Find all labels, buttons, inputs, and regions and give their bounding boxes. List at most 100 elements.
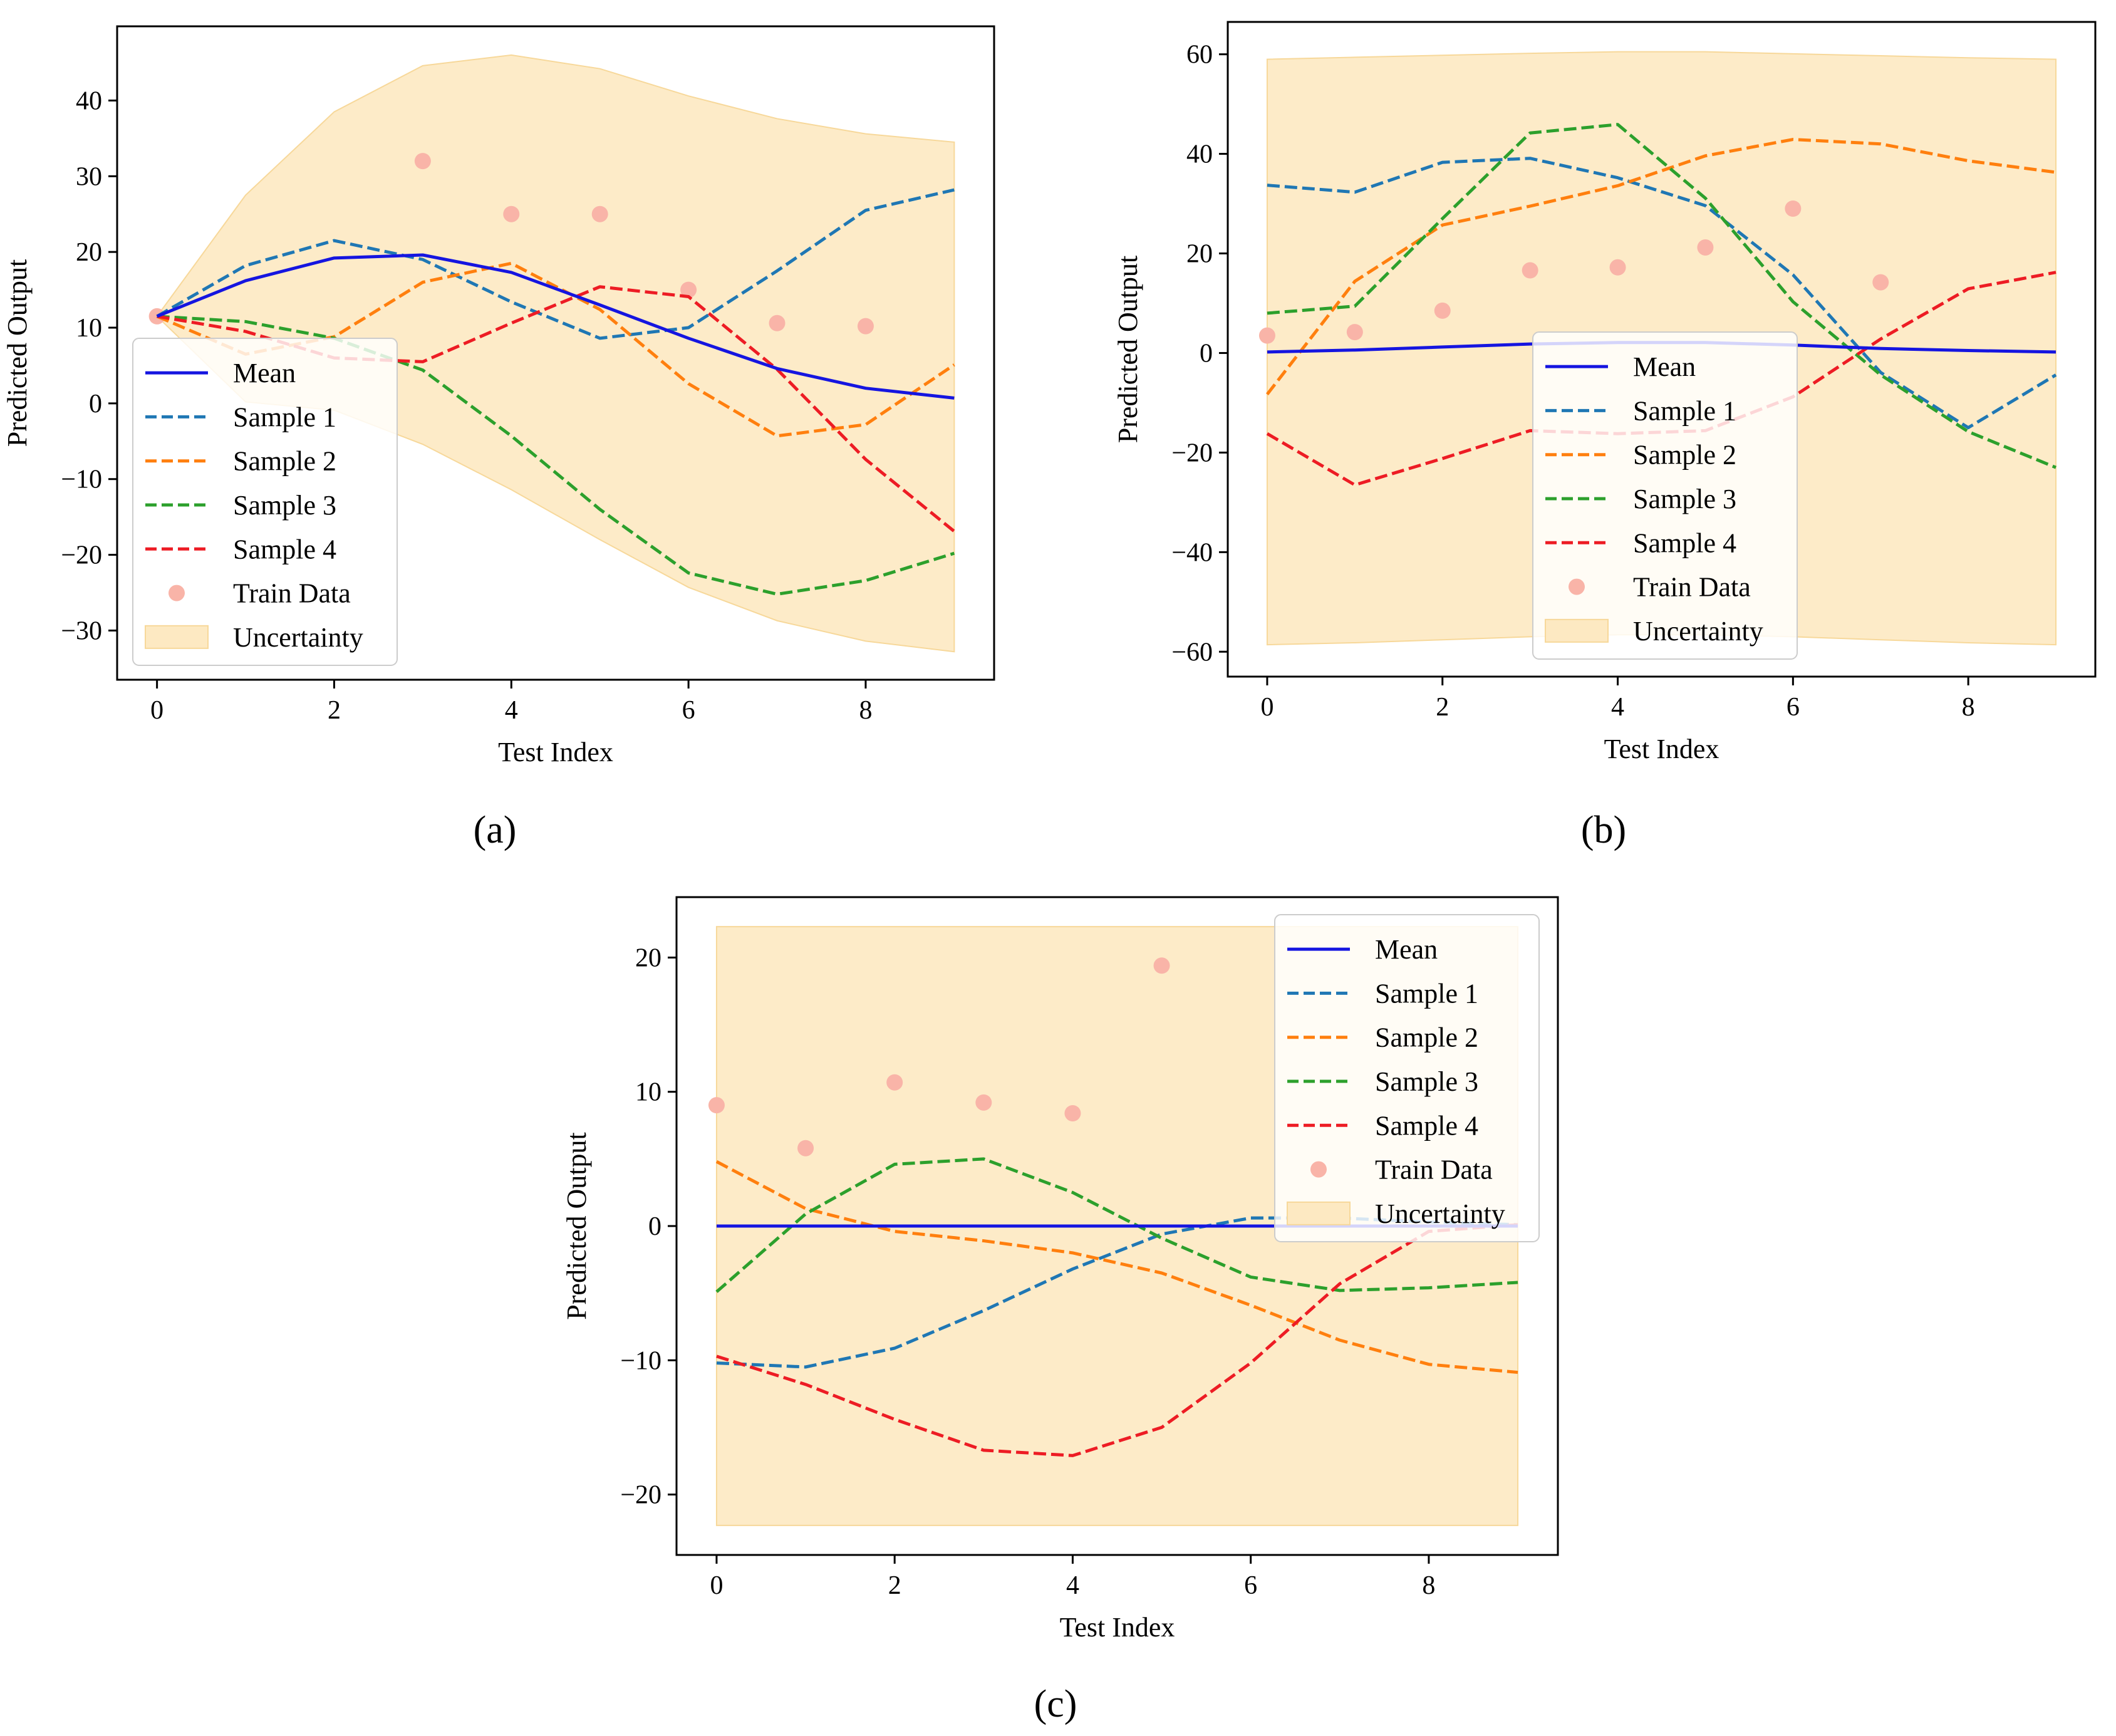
y-tick-label-a--20: −20 [61, 541, 102, 570]
legend-handle-c-train-data [1310, 1161, 1327, 1178]
x-tick-label-c-0: 0 [710, 1571, 723, 1600]
legend-c: Mean Sample 1 Sample 2 Sample 3 Sample 4 Trai… [1274, 914, 1540, 1242]
legend-handle-c-uncertainty [1287, 1201, 1351, 1225]
series-line-c-sample-4 [716, 1223, 1518, 1457]
legend-label-a-uncertainty: Uncertainty [233, 622, 363, 653]
train-point-a-5 [769, 314, 786, 331]
train-point-b-5 [1697, 239, 1714, 256]
axes-frame-a [116, 25, 995, 681]
train-point-a-4 [680, 281, 697, 298]
x-axis-label-b: Test Index [1604, 734, 1719, 764]
legend-label-c-sample-4: Sample 4 [1375, 1110, 1478, 1141]
train-point-b-2 [1434, 302, 1451, 319]
x-axis-label-c: Test Index [1060, 1612, 1175, 1643]
y-tick-label-a-20: 20 [76, 238, 102, 267]
legend-label-b-sample-4: Sample 4 [1633, 528, 1736, 558]
x-tick-label-a-2: 2 [328, 696, 341, 725]
y-tick-label-b-60: 60 [1186, 41, 1213, 70]
y-tick-label-a--30: −30 [61, 616, 102, 645]
legend-label-b-sample-1: Sample 1 [1633, 395, 1736, 426]
legend-label-a-train-data: Train Data [233, 578, 351, 609]
legend-label-b-sample-2: Sample 2 [1633, 440, 1736, 470]
legend-label-b-sample-3: Sample 3 [1633, 484, 1736, 514]
x-tick-label-b-2: 2 [1436, 693, 1449, 722]
legend-label-c-sample-3: Sample 3 [1375, 1066, 1478, 1097]
y-tick-label-b-0: 0 [1200, 339, 1213, 368]
train-point-b-1 [1346, 324, 1363, 341]
series-line-b-sample-3 [1267, 123, 2056, 469]
legend-label-c-mean: Mean [1375, 934, 1438, 965]
series-line-a-sample-4 [157, 285, 955, 533]
train-point-c-2 [886, 1074, 903, 1091]
y-tick-label-b--20: −20 [1171, 439, 1213, 467]
train-point-b-4 [1609, 259, 1626, 276]
legend-label-a-sample-1: Sample 1 [233, 402, 336, 432]
x-tick-label-c-2: 2 [888, 1571, 901, 1600]
legend-b: Mean Sample 1 Sample 2 Sample 3 Sample 4 Trai… [1532, 331, 1798, 660]
legend-label-b-mean: Mean [1633, 351, 1696, 382]
legend-label-c-train-data: Train Data [1375, 1155, 1493, 1185]
axes-frame-b [1227, 21, 2097, 678]
chart-panel-b: 0 2 4 6 8 −60 −40 −20 0 20 40 60 Test Index Predicted… [1112, 21, 2097, 764]
legend-label-c-sample-2: Sample 2 [1375, 1022, 1478, 1053]
y-tick-label-c-10: 10 [635, 1078, 661, 1107]
train-point-a-2 [503, 205, 520, 222]
series-line-b-sample-2 [1265, 138, 2056, 395]
series-line-a-sample-3 [157, 314, 955, 596]
x-tick-label-a-4: 4 [505, 696, 518, 725]
chart-panel-c: 0 2 4 6 8 −20 −10 0 10 20 Test Index Predicted Outp… [561, 896, 1559, 1643]
x-tick-label-a-6: 6 [682, 696, 695, 725]
y-tick-label-a-40: 40 [76, 86, 102, 115]
panel-caption-c: (c) [1034, 1683, 1077, 1725]
panel-caption-a: (a) [474, 809, 517, 851]
series-line-b-sample-1 [1267, 157, 2057, 430]
legend-handle-b-uncertainty [1545, 618, 1609, 643]
panel-caption-b: (b) [1581, 809, 1626, 851]
train-point-b-0 [1258, 327, 1275, 344]
series-line-c-sample-2 [715, 1160, 1518, 1375]
train-point-c-0 [708, 1097, 725, 1114]
series-line-a-sample-1 [156, 188, 955, 340]
legend-label-a-sample-2: Sample 2 [233, 446, 336, 477]
legend-label-c-sample-1: Sample 1 [1375, 978, 1478, 1009]
x-tick-label-c-8: 8 [1422, 1571, 1435, 1600]
x-tick-label-b-8: 8 [1962, 693, 1975, 722]
legend-handle-a-train-data [169, 585, 185, 601]
train-point-b-7 [1872, 274, 1889, 291]
y-axis-label-c: Predicted Output [561, 1132, 592, 1319]
y-tick-label-a--10: −10 [61, 465, 102, 494]
y-axis-label-a: Predicted Output [2, 259, 33, 447]
y-tick-label-b--40: −40 [1171, 538, 1213, 567]
legend-a: Mean Sample 1 Sample 2 Sample 3 Sample 4 Trai… [132, 338, 398, 666]
y-tick-label-a-10: 10 [76, 314, 102, 343]
legend-box-a [132, 338, 398, 666]
y-tick-label-b--60: −60 [1171, 638, 1213, 667]
train-point-c-3 [975, 1094, 992, 1111]
x-axis-label-a: Test Index [498, 737, 613, 767]
x-tick-label-a-0: 0 [150, 696, 163, 725]
y-tick-label-c-20: 20 [635, 943, 661, 972]
chart-panel-a: 0 2 4 6 8 −30 −20 −10 0 10 20 30 40 Test Index Predict… [2, 25, 995, 767]
series-line-b-sample-4 [1266, 271, 2056, 487]
y-tick-label-a-0: 0 [89, 390, 102, 418]
y-tick-label-c--20: −20 [620, 1481, 661, 1510]
train-point-c-5 [1153, 957, 1170, 974]
x-tick-label-b-6: 6 [1787, 693, 1800, 722]
x-tick-label-b-4: 4 [1611, 693, 1624, 722]
legend-box-b [1532, 331, 1798, 660]
legend-label-b-uncertainty: Uncertainty [1633, 616, 1763, 647]
x-tick-label-c-6: 6 [1244, 1571, 1257, 1600]
x-tick-label-a-8: 8 [859, 696, 872, 725]
y-tick-label-b-20: 20 [1186, 240, 1213, 269]
legend-label-c-uncertainty: Uncertainty [1375, 1198, 1505, 1229]
x-tick-label-c-4: 4 [1066, 1571, 1079, 1600]
legend-label-b-train-data: Train Data [1633, 572, 1751, 603]
train-point-a-3 [591, 205, 608, 222]
train-point-b-6 [1785, 200, 1802, 217]
legend-handle-a-uncertainty [145, 625, 209, 649]
legend-handle-b-train-data [1569, 578, 1585, 595]
train-point-c-4 [1064, 1105, 1081, 1121]
train-point-c-1 [797, 1140, 814, 1156]
legend-label-a-sample-4: Sample 4 [233, 534, 336, 564]
legend-label-a-sample-3: Sample 3 [233, 490, 336, 521]
